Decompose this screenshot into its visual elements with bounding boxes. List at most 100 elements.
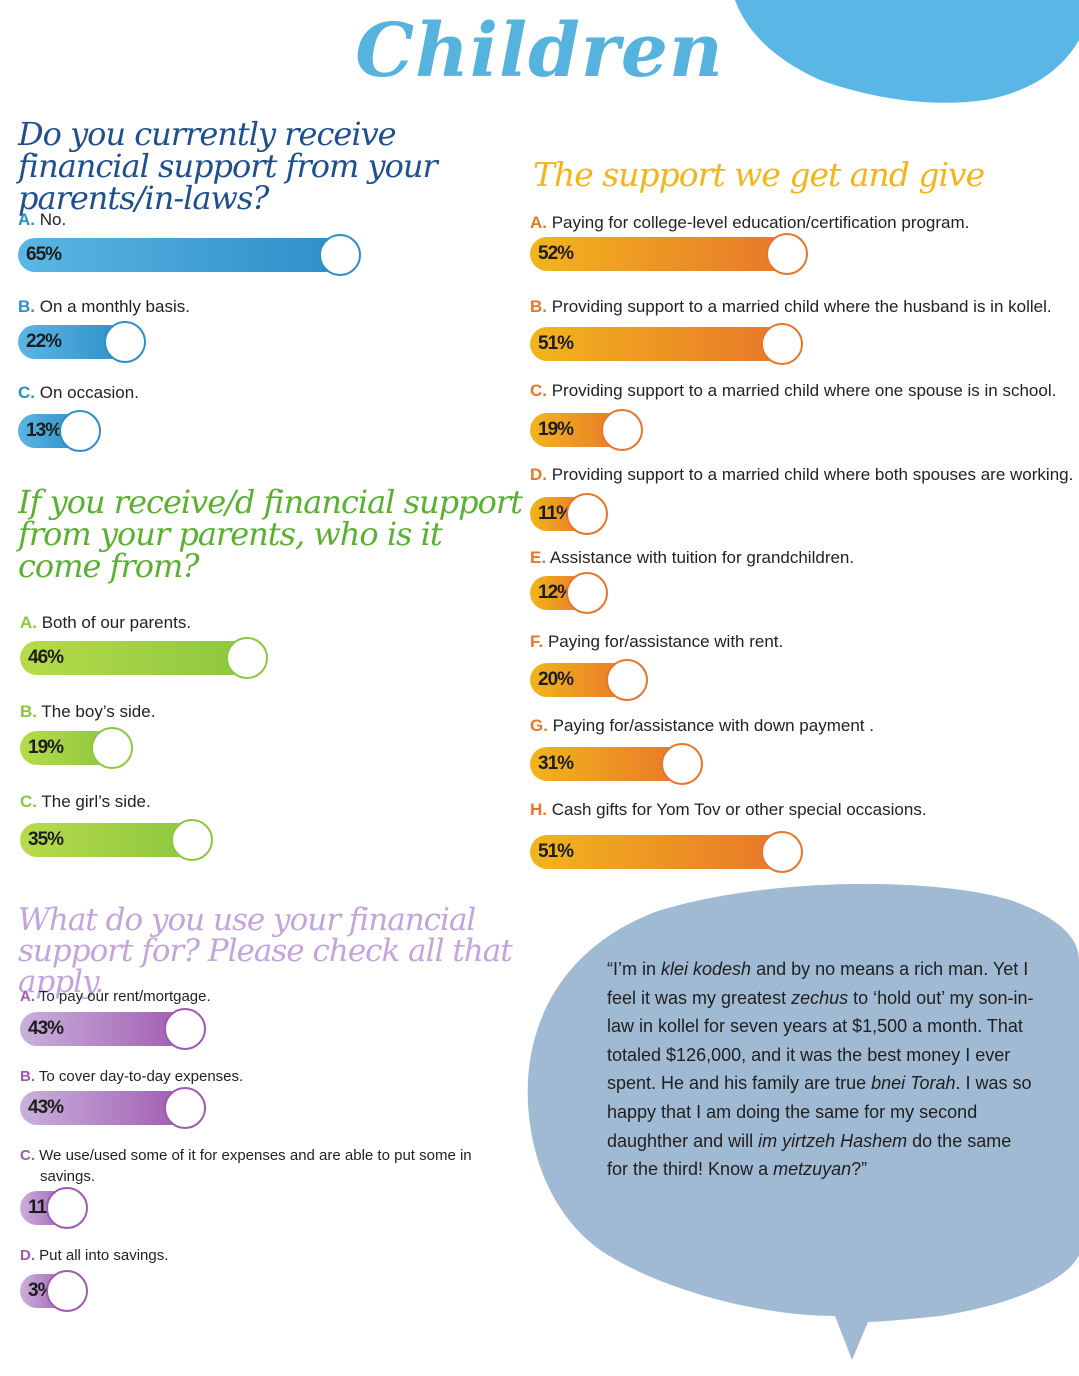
option-letter: A. xyxy=(20,613,37,632)
bar-value-label: 46% xyxy=(28,647,64,668)
quote-italic-term: zechus xyxy=(791,987,849,1008)
question-option-2: B. The boy’s side. xyxy=(20,701,155,722)
bar-fill xyxy=(20,1091,188,1125)
bar-value-label: 65% xyxy=(26,244,62,265)
bar-fill xyxy=(530,237,790,271)
bar-end-circle xyxy=(163,1008,206,1050)
question-option-2: B. On a monthly basis. xyxy=(18,296,190,317)
quote-text: “I’m in xyxy=(607,959,661,979)
bar-value-label: 51% xyxy=(538,333,574,354)
option-label: Assistance with tuition for grandchildre… xyxy=(546,548,855,567)
option-label: On a monthly basis. xyxy=(35,297,190,316)
bar-value-label: 43% xyxy=(28,1018,64,1039)
option-label: Providing support to a married child whe… xyxy=(547,297,1052,316)
percentage-bar: 19% xyxy=(20,727,135,769)
bar-end-circle xyxy=(171,819,213,861)
bar-value-label: 13% xyxy=(26,420,62,441)
bar-value-label: 22% xyxy=(26,331,62,352)
option-label: Paying for/assistance with down payment … xyxy=(547,716,874,735)
option-label: Providing support to a married child whe… xyxy=(547,465,1074,484)
bar-end-circle xyxy=(91,727,133,769)
bar-end-circle xyxy=(761,831,803,873)
testimonial-quote: “I’m in klei kodesh and by no means a ri… xyxy=(607,955,1037,1184)
option-letter: A. xyxy=(530,213,547,232)
option-label: To cover day-to-day expenses. xyxy=(35,1068,244,1085)
bar-end-circle xyxy=(566,572,608,614)
quote-italic-term: metzuyan xyxy=(773,1159,852,1180)
bar-value-label: 52% xyxy=(538,243,574,264)
percentage-bar: 20% xyxy=(530,659,650,701)
percentage-bar: 11% xyxy=(20,1187,90,1229)
bar-value-label: 19% xyxy=(28,737,64,758)
question-option-4: D. Providing support to a married child … xyxy=(530,464,1075,485)
option-letter: B. xyxy=(20,1068,35,1085)
option-letter: C. xyxy=(20,792,37,811)
bar-value-label: 11% xyxy=(538,503,573,524)
section-title-support-get-give: The support we get and give xyxy=(533,155,985,194)
option-letter: D. xyxy=(530,465,547,484)
bar-fill xyxy=(530,747,685,781)
percentage-bar: 31% xyxy=(530,743,705,785)
percentage-bar: 46% xyxy=(20,637,270,679)
bar-value-label: 35% xyxy=(28,829,64,850)
bar-value-label: 51% xyxy=(538,841,574,862)
option-letter: C. xyxy=(530,381,547,400)
quote-text: do the same for the third! Know a xyxy=(607,1130,1012,1180)
option-letter: D. xyxy=(20,1247,35,1264)
question-option-4: D. Put all into savings. xyxy=(20,1245,520,1266)
quote-text: and by no means a rich man. Yet I feel i… xyxy=(607,959,1029,1008)
option-label: Paying for college-level education/certi… xyxy=(547,213,970,232)
question-option-2: B. Providing support to a married child … xyxy=(530,296,1075,317)
option-letter: H. xyxy=(530,800,547,819)
bar-end-circle xyxy=(163,1087,206,1129)
percentage-bar: 19% xyxy=(530,409,645,451)
bar-value-label: 43% xyxy=(28,1097,64,1118)
option-letter: C. xyxy=(20,1147,35,1164)
option-label: No. xyxy=(35,210,67,229)
option-letter: B. xyxy=(20,702,37,721)
bar-value-label: 12% xyxy=(538,582,574,603)
quote-text: ?” xyxy=(851,1159,868,1180)
question-option-3: C. Providing support to a married child … xyxy=(530,380,1075,401)
question-option-5: E. Assistance with tuition for grandchil… xyxy=(530,547,1075,568)
section-title-support-source: If you receive/d financial support from … xyxy=(18,483,523,585)
option-label: Providing support to a married child whe… xyxy=(547,381,1057,400)
option-label: On occasion. xyxy=(35,383,139,402)
option-label: The girl’s side. xyxy=(37,792,151,811)
option-letter: C. xyxy=(18,383,35,402)
bar-fill xyxy=(530,327,785,361)
question-option-3: C. On occasion. xyxy=(18,382,139,403)
option-label: Both of our parents. xyxy=(37,613,192,632)
bar-end-circle xyxy=(761,323,803,365)
percentage-bar: 43% xyxy=(20,1087,208,1129)
bar-end-circle xyxy=(226,637,268,679)
bar-end-circle xyxy=(661,743,703,785)
section-title-support-use: What do you use your financial support f… xyxy=(18,902,513,1000)
bar-fill xyxy=(20,641,250,675)
option-letter: B. xyxy=(18,297,35,316)
splash-shape xyxy=(735,0,1079,103)
bar-end-circle xyxy=(59,410,101,452)
bar-end-circle xyxy=(46,1187,88,1229)
percentage-bar: 12% xyxy=(530,572,610,614)
option-letter: A. xyxy=(20,988,35,1005)
bar-end-circle xyxy=(46,1270,88,1312)
question-option-1: A. Paying for college-level education/ce… xyxy=(530,212,1075,233)
question-option-3: C. The girl’s side. xyxy=(20,791,151,812)
question-option-1: A. To pay our rent/mortgage. xyxy=(20,986,520,1007)
option-letter: F. xyxy=(530,632,544,651)
option-label: Cash gifts for Yom Tov or other special … xyxy=(547,800,927,819)
option-label: The boy’s side. xyxy=(37,702,156,721)
bar-end-circle xyxy=(104,321,146,363)
question-option-3: C. We use/used some of it for expenses a… xyxy=(20,1145,520,1187)
bar-end-circle xyxy=(766,233,808,275)
quote-text: to ‘hold out’ my son-in-law in kollel fo… xyxy=(607,987,1034,1094)
quote-italic-term: klei kodesh xyxy=(661,959,752,979)
percentage-bar: 43% xyxy=(20,1008,208,1050)
bar-end-circle xyxy=(601,409,643,451)
percentage-bar: 22% xyxy=(18,321,148,363)
question-option-1: A. Both of our parents. xyxy=(20,612,191,633)
bar-fill xyxy=(20,823,195,857)
page-title: Children xyxy=(355,8,724,94)
option-label: We use/used some of it for expenses and … xyxy=(35,1147,472,1164)
